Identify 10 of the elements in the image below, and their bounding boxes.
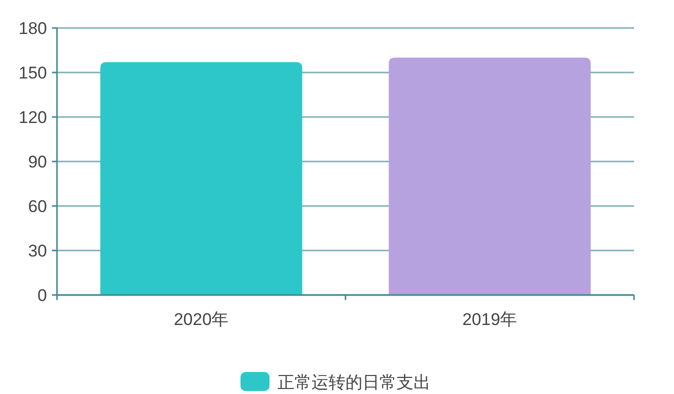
y-tick-label: 0 [38,286,47,305]
y-tick-label: 30 [28,242,47,260]
x-tick-label: 2019年 [462,310,518,329]
y-tick-label: 150 [18,64,47,82]
y-tick-label: 90 [28,152,47,172]
y-tick-label: 60 [28,197,47,216]
x-tick-label: 2020年 [174,310,229,329]
legend-label: 正常运转的日常支出 [278,373,430,392]
y-tick-label: 180 [18,19,47,38]
y-tick-label: 120 [18,108,47,127]
